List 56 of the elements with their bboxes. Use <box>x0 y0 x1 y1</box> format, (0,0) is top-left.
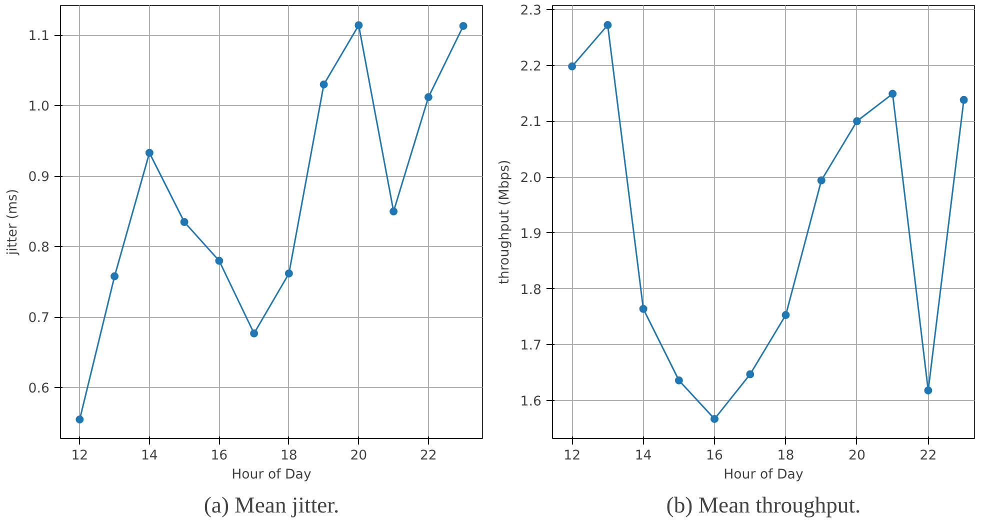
y-tick-label: 2.1 <box>520 115 542 130</box>
x-tick-label: 12 <box>71 448 88 464</box>
point <box>180 218 188 226</box>
y-axis-title: jitter (ms) <box>5 188 20 256</box>
y-tick-label: 2.2 <box>520 59 542 74</box>
x-tick-label: 18 <box>280 448 298 464</box>
x-axis-title: Hour of Day <box>232 468 312 482</box>
point <box>852 117 861 126</box>
y-tick-label: 2.0 <box>520 171 542 186</box>
y-tick-label: 0.6 <box>28 382 50 397</box>
point <box>250 329 258 338</box>
point <box>215 256 224 265</box>
x-tick-label: 16 <box>706 448 724 464</box>
x-tick-label: 20 <box>848 448 866 464</box>
y-tick-label: 2.3 <box>520 3 542 18</box>
x-tick-label: 22 <box>420 448 437 464</box>
y-tick-label: 1.8 <box>520 282 542 298</box>
y-tick-label: 1.7 <box>520 338 542 354</box>
x-tick-label: 16 <box>210 448 228 464</box>
y-axis-title: throughput (Mbps) <box>497 160 512 284</box>
x-tick-label: 20 <box>350 448 368 464</box>
x-tick-label: 14 <box>634 448 652 464</box>
y-tick-label: 1.9 <box>520 226 542 242</box>
point <box>568 62 576 70</box>
point <box>390 207 398 216</box>
y-tick-label: 1.1 <box>28 29 50 44</box>
x-tick-label: 12 <box>564 448 581 464</box>
point <box>782 311 790 320</box>
y-tick-label: 0.9 <box>28 170 50 186</box>
point <box>354 21 363 30</box>
x-axis-title: Hour of Day <box>724 468 804 482</box>
point <box>320 80 328 88</box>
point <box>76 415 84 424</box>
point <box>424 93 432 102</box>
point <box>110 272 119 280</box>
text: (a) Mean jitter. <box>204 492 340 518</box>
point <box>746 370 754 378</box>
y-tick-label: 0.7 <box>28 311 50 326</box>
point <box>639 304 648 313</box>
point <box>817 176 826 184</box>
y-tick-label: 1.6 <box>520 394 542 410</box>
x-tick-label: 18 <box>777 448 794 464</box>
point <box>284 269 293 278</box>
x-tick-label: 22 <box>920 448 937 464</box>
point <box>710 414 719 423</box>
point <box>604 21 612 30</box>
point <box>459 22 468 30</box>
point <box>960 96 968 104</box>
point <box>888 90 897 98</box>
text: (b) Mean throughput. <box>666 492 861 518</box>
x-tick-label: 14 <box>140 448 158 464</box>
y-tick-label: 1.0 <box>28 100 50 115</box>
point <box>924 386 932 394</box>
y-tick-label: 0.8 <box>28 240 50 256</box>
point <box>674 376 683 384</box>
point <box>145 148 154 157</box>
